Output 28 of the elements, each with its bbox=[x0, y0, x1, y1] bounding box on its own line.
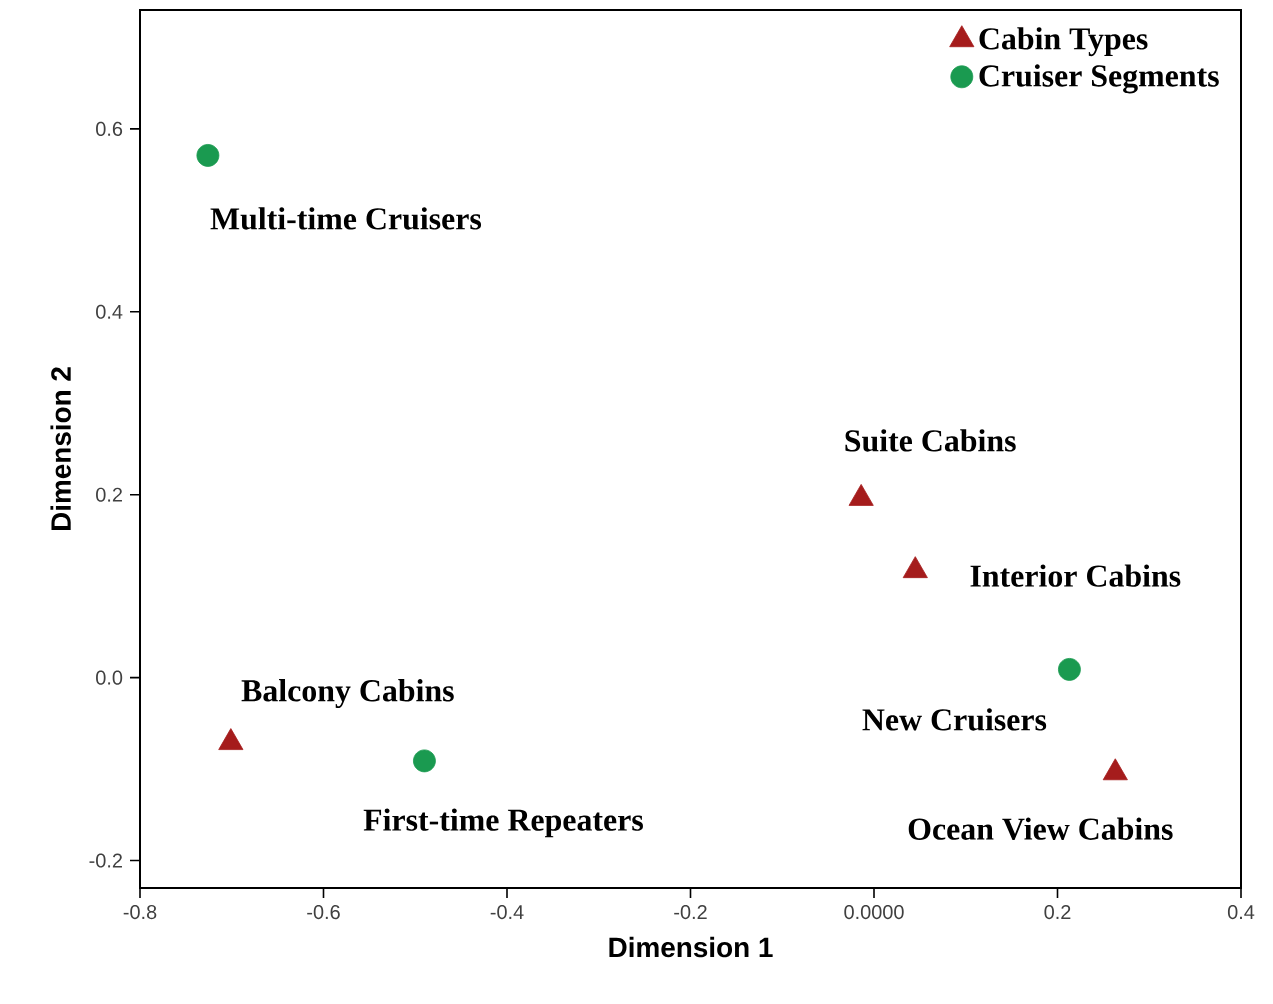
point bbox=[848, 483, 874, 506]
x-tick-label: 0.4 bbox=[1227, 905, 1255, 920]
legend-label: Cabin Types bbox=[979, 27, 1148, 57]
x-tick-label: 0.0000 bbox=[844, 905, 904, 920]
y-tick-label: 0.0 bbox=[96, 670, 123, 685]
annotation: New Cruisers bbox=[862, 708, 1047, 731]
annotation: Interior Cabins bbox=[970, 564, 1181, 587]
y-tick-label: -0.2 bbox=[89, 853, 122, 868]
x-axis-title: Dimension 1 bbox=[609, 936, 773, 958]
point bbox=[902, 556, 928, 579]
x-tick-label: 0.2 bbox=[1044, 905, 1071, 920]
y-tick-label: 0.2 bbox=[96, 487, 122, 502]
point bbox=[218, 728, 244, 750]
point bbox=[196, 144, 220, 167]
x-tick-label: -0.4 bbox=[490, 905, 524, 920]
annotation: Multi-time Cruisers bbox=[210, 207, 482, 230]
y-tick-label: 0.6 bbox=[96, 121, 123, 136]
y-axis-title: Dimension 2 bbox=[50, 367, 71, 531]
annotation: First-time Repeaters bbox=[363, 808, 643, 838]
x-tick-label: -0.8 bbox=[123, 905, 157, 920]
x-tick-label: -0.2 bbox=[674, 905, 707, 920]
legend-label: Cruiser Segments bbox=[979, 64, 1219, 94]
annotation: Suite Cabins bbox=[845, 429, 1016, 452]
point bbox=[1102, 758, 1128, 781]
annotation: Balcony Cabins bbox=[241, 679, 454, 709]
x-tick-label: -0.6 bbox=[307, 905, 340, 920]
y-tick-label: 0.4 bbox=[96, 304, 123, 319]
annotation: Ocean View Cabins bbox=[908, 817, 1173, 841]
